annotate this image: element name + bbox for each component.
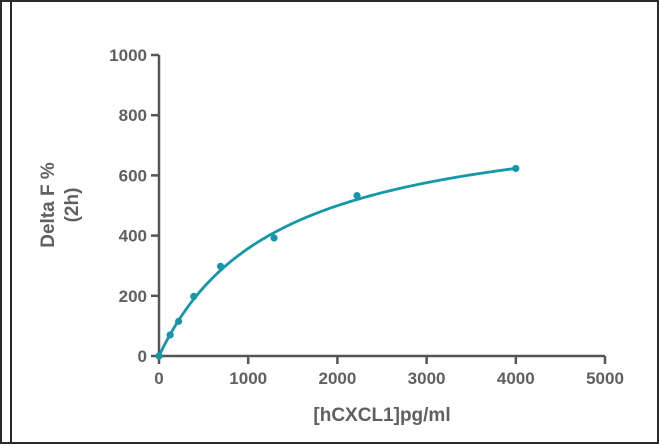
y-axis-title-line-1: Delta F %: [38, 162, 59, 248]
y-tick-label: 200: [119, 287, 147, 306]
data-point: [190, 292, 198, 301]
fit-curve-layer: [157, 166, 518, 358]
x-tick-label: 2000: [318, 369, 356, 388]
x-tick-label: 1000: [229, 369, 267, 388]
fit-curve: [157, 166, 518, 358]
data-point: [216, 262, 225, 270]
y-tick-label: 800: [119, 106, 147, 125]
data-points-layer: [155, 164, 520, 360]
data-point: [175, 317, 183, 325]
y-axis-title-line-2: (2h): [62, 188, 83, 223]
x-axis-title: [hCXCL1]pg/ml: [313, 405, 450, 426]
y-tick-label: 600: [119, 166, 147, 185]
data-point: [353, 191, 361, 200]
axes: 0 1000 2000 3000 4000 5000 0 200 400 600 800 1000: [109, 46, 624, 388]
x-tick-label: 5000: [586, 369, 624, 388]
data-point: [155, 352, 163, 360]
y-tick-label: 1000: [109, 46, 147, 65]
x-tick-label: 3000: [408, 369, 446, 388]
x-tick-label: 0: [154, 369, 163, 388]
left-rule: [10, 0, 12, 444]
y-tick-label: 400: [119, 227, 147, 246]
data-point: [512, 164, 520, 173]
data-point: [270, 234, 278, 242]
x-tick-label: 4000: [497, 369, 535, 388]
y-tick-label: 0: [138, 347, 147, 366]
data-point: [166, 331, 174, 339]
